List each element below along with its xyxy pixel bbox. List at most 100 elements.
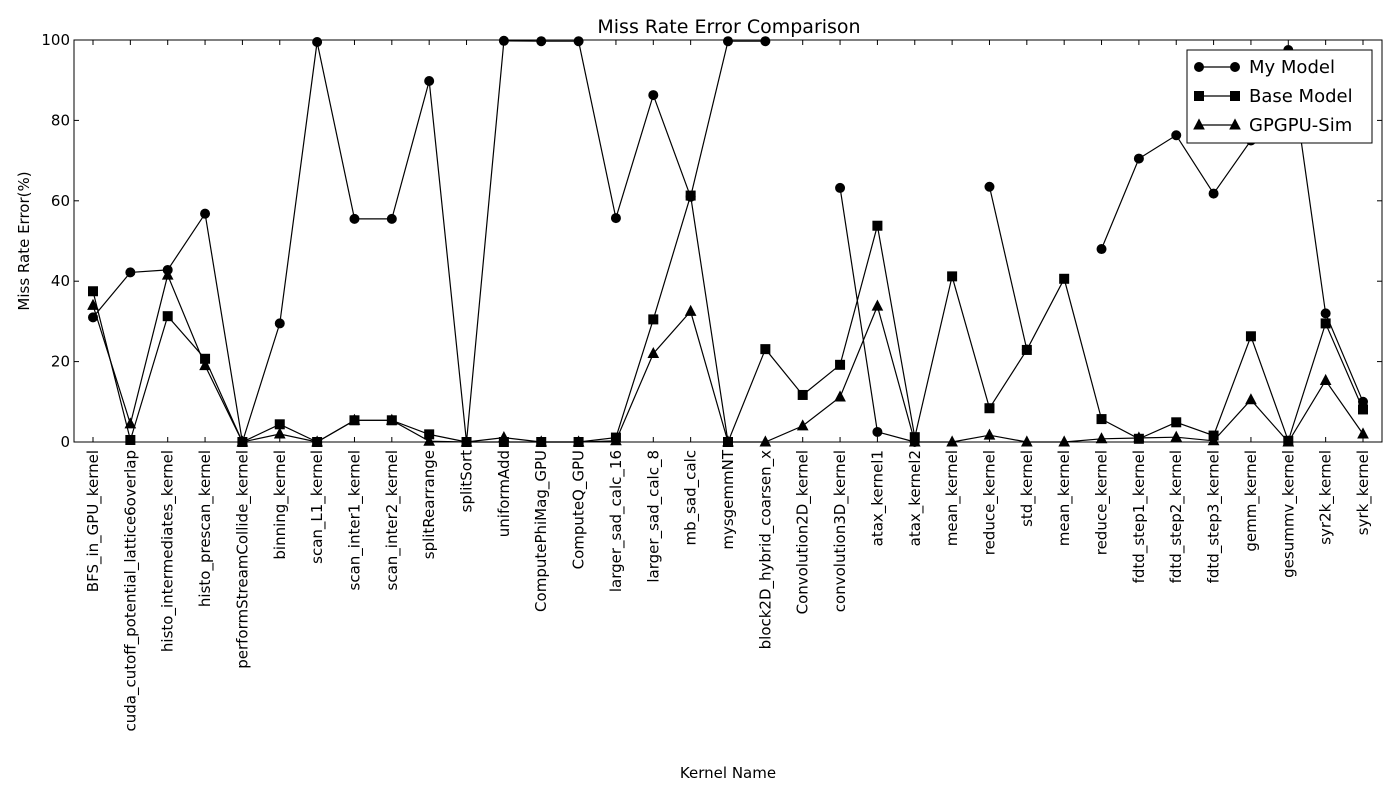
point-my-model [648,90,659,101]
series-line-my-model [1100,47,1364,403]
y-tick-label: 60 [51,192,70,210]
point-base-model [1021,344,1032,355]
legend-marker-my-model [1194,62,1204,72]
x-tick-label: gemm_kernel [1242,450,1261,552]
point-gpgpu-sim [199,359,211,371]
point-base-model [797,389,808,400]
point-my-model [1171,130,1182,141]
x-tick-label: Convolution2D_kernel [794,450,813,614]
x-tick-label: convolution3D_kernel [831,450,850,612]
x-tick-label: reduce_kernel [980,450,999,555]
legend-marker-gpgpu-sim [1193,118,1205,130]
point-base-model [88,286,98,297]
point-base-model [1320,318,1331,329]
point-gpgpu-sim [1245,393,1257,405]
point-my-model [872,426,883,437]
x-tick-label: gesummv_kernel [1279,450,1298,578]
x-tick-label: histo_intermediates_kernel [159,450,178,652]
x-tick-label: mb_sad_calc [682,450,701,546]
point-my-model [349,213,360,224]
x-tick-label: atax_kernel1 [868,450,887,546]
series-line-my-model [92,40,766,443]
x-axis-label: Kernel Name [680,764,776,782]
y-tick-label: 20 [51,353,70,371]
point-gpgpu-sim [273,427,286,439]
point-my-model [88,312,98,323]
x-tick-label: mean_kernel [943,450,962,546]
y-tick-label: 40 [51,272,70,290]
point-my-model [1096,244,1107,255]
series-line-my-model [988,186,1028,350]
y-tick-label: 80 [51,111,70,129]
point-my-model [984,181,995,192]
point-my-model [1133,153,1144,164]
legend-label-my-model: My Model [1249,57,1335,78]
x-tick-label: binning_kernel [271,450,290,560]
point-my-model [835,182,846,193]
x-tick-label: mean_kernel [1055,450,1074,546]
point-base-model [162,311,173,322]
point-my-model [125,267,136,278]
x-tick-label: fdtd_step3_kernel [1205,450,1224,583]
legend-marker-my-model [1230,62,1240,72]
point-base-model [872,220,883,231]
x-tick-label: ComputePhiMag_GPU [532,450,551,612]
x-tick-label: larger_sad_calc_16 [607,450,626,592]
legend-marker-base-model [1230,91,1240,101]
x-tick-label: syr2k_kernel [1317,450,1336,545]
y-axis: 0 20 40 60 80 100 [41,31,1382,451]
point-my-model [200,208,211,219]
point-my-model [1208,188,1219,199]
point-base-model [947,271,958,282]
point-gpgpu-sim [348,413,361,425]
x-tick-label: scan_inter1_kernel [345,450,364,590]
series-line-base-model [92,195,1364,445]
point-gpgpu-sim [647,346,660,359]
point-my-model [274,318,285,329]
x-tick-label: BFS_in_GPU_kernel [84,450,103,592]
x-tick-label: std_kernel [1018,450,1037,527]
point-gpgpu-sim [87,298,99,310]
legend-marker-gpgpu-sim [1229,118,1241,130]
x-tick-label: uniformAdd [495,450,513,537]
x-tick-label: mysgemmNT [719,449,737,549]
x-tick-label: cuda_cutoff_potential_lattice6overlap [121,450,140,731]
x-tick-label: splitSort [458,450,476,512]
point-gpgpu-sim [834,390,846,402]
x-tick-label: scan_inter2_kernel [383,450,402,590]
x-tick-label: reduce_kernel [1093,450,1112,555]
point-base-model [1059,273,1070,284]
legend-marker-base-model [1194,91,1204,101]
point-base-model [648,314,659,325]
y-axis-label: Miss Rate Error(%) [15,171,33,310]
x-tick-label: performStreamCollide_kernel [233,450,252,669]
x-tick-label: block2D_hybrid_coarsen_x [756,450,775,649]
plot-markers [87,35,1369,447]
point-gpgpu-sim [871,299,884,311]
point-base-model [760,344,771,355]
x-tick-label: scan_L1_kernel [308,450,327,564]
point-my-model [610,213,621,224]
legend-label-base-model: Base Model [1249,86,1353,107]
x-tick-label: syrk_kernel [1354,450,1373,535]
x-tick-label: larger_sad_calc_8 [644,450,663,583]
point-base-model [1245,331,1256,342]
legend-label-gpgpu-sim: GPGPU-Sim [1249,115,1352,136]
x-axis: BFS_in_GPU_kernel cuda_cutoff_potential_l… [84,40,1373,731]
point-gpgpu-sim [684,304,697,316]
point-base-model [1171,417,1182,428]
point-base-model [835,359,846,370]
point-gpgpu-sim [124,417,137,429]
point-gpgpu-sim [161,268,174,280]
point-my-model [386,213,397,224]
x-tick-label: fdtd_step2_kernel [1167,450,1186,583]
plot-frame [73,39,1383,443]
x-tick-label: splitRearrange [420,450,438,559]
point-gpgpu-sim [796,419,809,431]
point-gpgpu-sim [1319,373,1332,385]
point-my-model [424,76,435,87]
point-base-model [984,403,995,414]
point-gpgpu-sim [385,413,398,425]
y-tick-label: 0 [60,433,70,451]
y-tick-label: 100 [41,31,70,49]
